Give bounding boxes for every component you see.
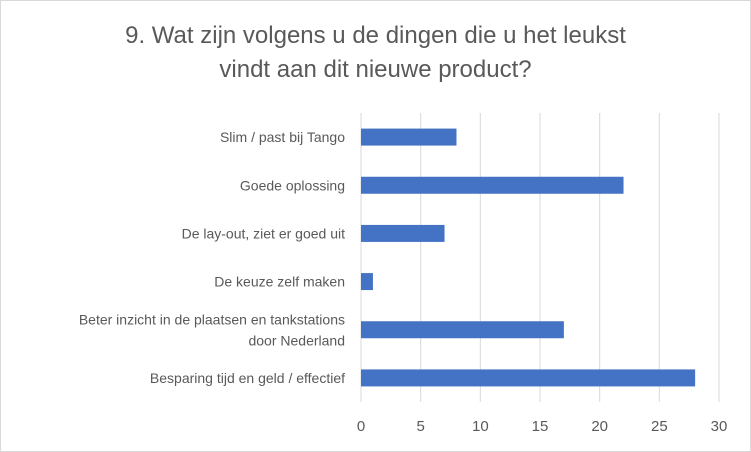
category-label-5-line-1: Beter inzicht in de plaatsen en tankstat… <box>79 311 345 327</box>
category-label-2-line-1: Goede oplossing <box>240 177 345 193</box>
chart-title-line-2: vindt aan dit nieuwe product? <box>219 56 532 83</box>
category-label-5: Beter inzicht in de plaatsen en tankstat… <box>79 311 345 348</box>
category-label-1: Slim / past bij Tango <box>220 129 345 145</box>
bar-5 <box>361 321 564 339</box>
bar-4 <box>361 273 373 291</box>
category-label-6: Besparing tijd en geld / effectief <box>150 370 345 386</box>
bar-1 <box>361 128 457 146</box>
x-tick-label-0: 0 <box>357 418 365 435</box>
category-label-3: De lay-out, ziet er goed uit <box>182 225 346 241</box>
x-tick-label-30: 30 <box>711 418 728 435</box>
category-label-2: Goede oplossing <box>240 177 345 193</box>
x-tick-label-15: 15 <box>532 418 549 435</box>
chart-title-line-1: 9. Wat zijn volgens u de dingen die u he… <box>125 22 626 49</box>
x-tick-label-25: 25 <box>651 418 668 435</box>
bar-2 <box>361 176 624 194</box>
chart-title: 9. Wat zijn volgens u de dingen die u he… <box>1 19 750 87</box>
category-label-3-line-1: De lay-out, ziet er goed uit <box>182 225 346 241</box>
x-tick-label-20: 20 <box>591 418 608 435</box>
category-label-4-line-1: De keuze zelf maken <box>214 274 345 290</box>
category-label-5-line-2: door Nederland <box>248 332 345 348</box>
bar-6 <box>361 369 696 387</box>
category-label-1-line-1: Slim / past bij Tango <box>220 129 345 145</box>
bar-3 <box>361 224 445 242</box>
category-label-6-line-1: Besparing tijd en geld / effectief <box>150 370 345 386</box>
x-tick-label-10: 10 <box>472 418 489 435</box>
x-tick-label-5: 5 <box>416 418 424 435</box>
category-label-4: De keuze zelf maken <box>214 274 345 290</box>
